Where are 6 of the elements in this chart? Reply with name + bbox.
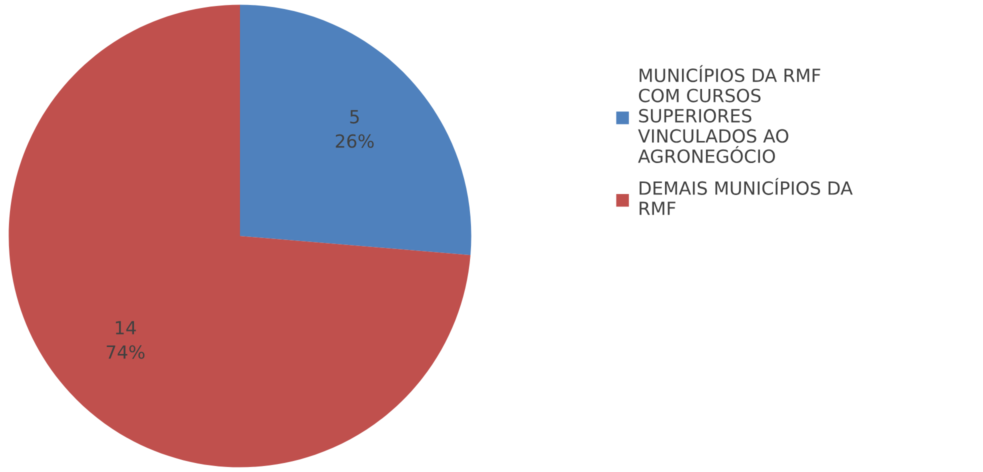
data-label: 14 74% [106,321,144,359]
pie-slice [8,4,470,468]
legend-label: MUNICÍPIOS DA RMF COM CURSOS SUPERIORES VINCULADOS AO AGRONEGÓCIO [638,65,820,164]
data-label: 5 26% [336,110,374,148]
legend-label: DEMAIS MUNICÍPIOS DA RMF [640,178,853,215]
pie-slice [240,4,472,256]
